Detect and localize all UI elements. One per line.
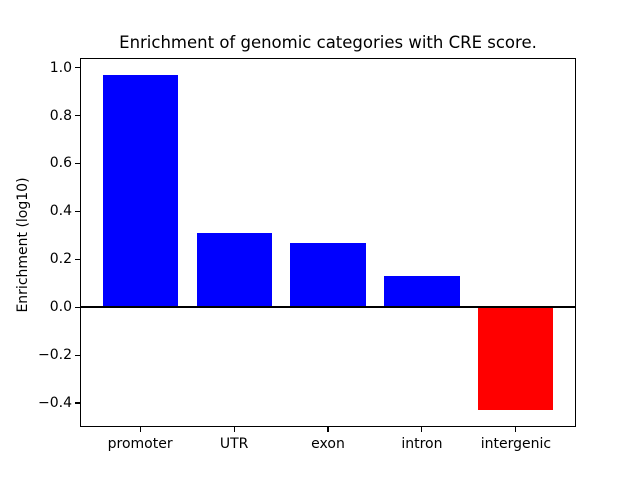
x-tick-label-intergenic: intergenic <box>480 436 552 452</box>
x-tick-mark <box>139 427 141 432</box>
bar-promoter <box>102 74 178 308</box>
y-tick-mark <box>75 258 80 260</box>
y-tick-mark <box>75 354 80 356</box>
x-tick-mark <box>233 427 235 432</box>
y-tick-mark <box>75 210 80 212</box>
x-tick-label-UTR: UTR <box>219 436 249 452</box>
y-tick-mark <box>75 67 80 69</box>
bar-intron <box>384 276 460 308</box>
y-tick-label: 1.0 <box>49 59 72 76</box>
y-tick-label: 0.8 <box>49 107 72 124</box>
y-tick-mark <box>75 114 80 117</box>
y-tick-label: 0.4 <box>49 203 72 220</box>
y-tick-label: 0.0 <box>49 299 72 316</box>
zero-line <box>80 305 576 309</box>
y-tick-mark <box>75 162 80 164</box>
bar-intergenic <box>478 307 554 411</box>
y-tick-label: 0.2 <box>49 251 72 268</box>
x-tick-mark <box>515 427 517 432</box>
y-tick-label: −0.2 <box>38 347 72 364</box>
y-tick-label: −0.4 <box>38 395 72 411</box>
bar-exon <box>290 242 366 308</box>
y-tick-label: 0.6 <box>49 155 72 172</box>
y-tick-mark <box>75 402 80 404</box>
chart-title: Enrichment of genomic categories with CR… <box>119 33 537 52</box>
bar-UTR <box>196 232 272 308</box>
x-tick-mark <box>421 427 423 432</box>
x-tick-mark <box>327 427 329 432</box>
x-tick-label-intron: intron <box>401 436 443 452</box>
x-tick-label-promoter: promoter <box>107 436 173 452</box>
x-tick-label-exon: exon <box>311 436 345 452</box>
y-tick-mark <box>75 306 80 308</box>
y-axis-label: Enrichment (log10) <box>15 177 31 313</box>
